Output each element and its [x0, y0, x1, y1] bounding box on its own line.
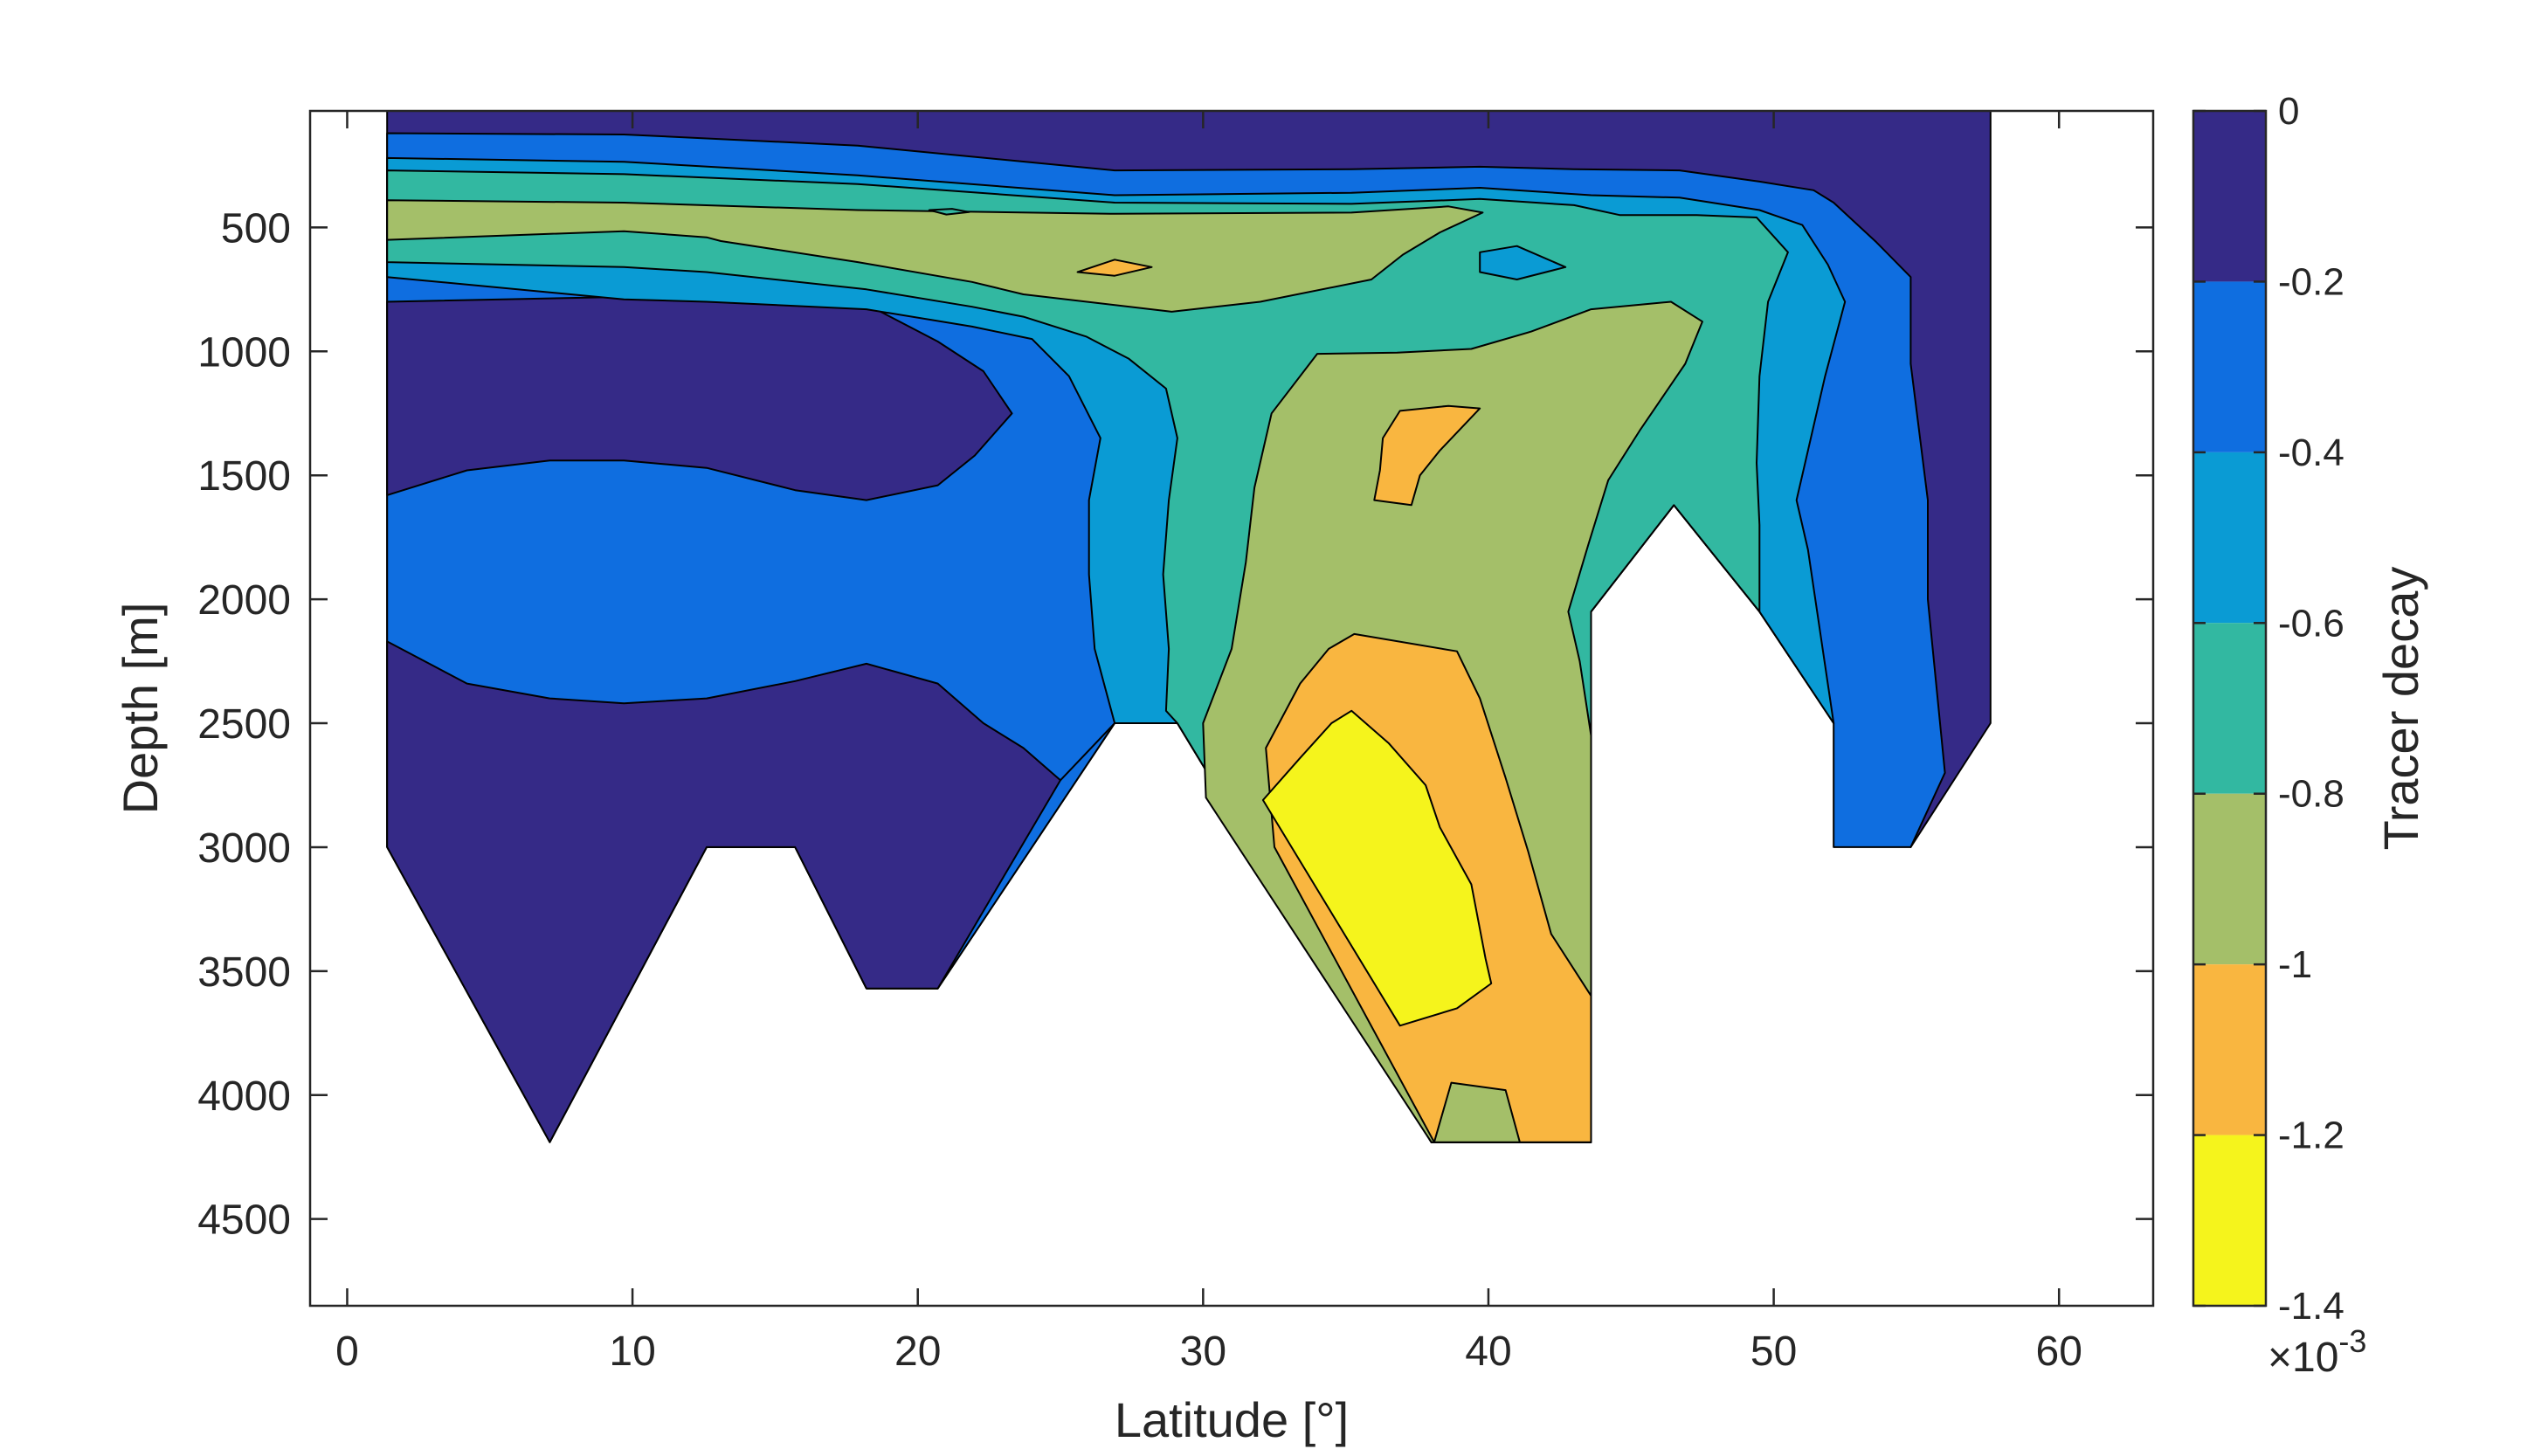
y-tick-label: 3000 [197, 825, 291, 872]
colorbar-segment-6 [2193, 1135, 2266, 1306]
colorbar-tick-label: -1 [2278, 943, 2312, 986]
x-tick-label: 60 [2036, 1328, 2082, 1375]
y-tick-label: 2500 [197, 701, 291, 748]
contour-region-12 [1076, 259, 1153, 277]
colorbar-exponent: ×10-3 [2268, 1323, 2366, 1381]
contour-fills [386, 111, 1992, 1143]
colorbar-segments [2193, 111, 2266, 1306]
colorbar-tick-label: -0.4 [2278, 431, 2344, 474]
y-tick-label: 4500 [197, 1197, 291, 1244]
colorbar-segment-5 [2193, 964, 2266, 1135]
contour-region-6 [1479, 245, 1567, 280]
y-tick-label: 1500 [197, 453, 291, 500]
y-tick-label: 1000 [197, 329, 291, 376]
colorbar-exponent-power: -3 [2338, 1323, 2366, 1359]
plot-frame [308, 109, 2155, 1308]
colorbar-segment-0 [2193, 111, 2266, 282]
y-tick-label: 4000 [197, 1073, 291, 1120]
colorbar-tick-label: -1.2 [2278, 1114, 2344, 1157]
y-tick-label: 500 [221, 205, 291, 252]
y-tick-label: 2000 [197, 577, 291, 624]
y-axis-ticks: 500 1000 1500 2000 2500 3000 3500 4000 4500 [197, 205, 2153, 1244]
contour-region-7 [386, 199, 1484, 313]
x-tick-label: 0 [335, 1328, 359, 1375]
colorbar-tick-label: 0 [2278, 90, 2299, 133]
colorbar-tick-label: -0.2 [2278, 260, 2344, 303]
colorbar-tick-label: -0.8 [2278, 773, 2344, 816]
x-axis-label: Latitude [°] [1115, 1392, 1349, 1447]
contour-region-13 [928, 208, 970, 216]
contour-region-11 [1373, 404, 1481, 507]
colorbar-segment-4 [2193, 793, 2266, 965]
colorbar-tick-label: -1.4 [2278, 1285, 2344, 1328]
x-axis-ticks: 0 10 20 30 40 50 60 [335, 111, 2082, 1375]
x-tick-label: 40 [1465, 1328, 1511, 1375]
colorbar-label: Tracer decay [2373, 567, 2428, 851]
colorbar: 0 -0.2 -0.4 -0.6 -0.8 -1 -1.2 -1.4 Tracer decay… [2192, 90, 2428, 1381]
colorbar-tick-label: -0.6 [2278, 602, 2344, 645]
colorbar-segment-1 [2193, 281, 2266, 452]
x-tick-label: 20 [894, 1328, 941, 1375]
plot-area: 0 10 20 30 40 50 60 500 1000 1500 2000 2500 3000 350… [197, 109, 2155, 1375]
colorbar-frame [2192, 109, 2268, 1308]
contour-region-2 [386, 640, 1061, 1143]
y-tick-label: 3500 [197, 949, 291, 996]
colorbar-segment-3 [2193, 623, 2266, 794]
colorbar-ticks: 0 -0.2 -0.4 -0.6 -0.8 -1 -1.2 -1.4 [2193, 90, 2344, 1328]
x-tick-label: 50 [1750, 1328, 1797, 1375]
x-tick-label: 30 [1180, 1328, 1226, 1375]
colorbar-segment-2 [2193, 452, 2266, 624]
y-axis-label: Depth [m] [113, 603, 168, 815]
contour-region-3 [386, 295, 1013, 501]
contour-region-10 [1261, 709, 1493, 1027]
colorbar-exponent-base: ×10 [2268, 1335, 2338, 1381]
x-tick-label: 10 [609, 1328, 655, 1375]
